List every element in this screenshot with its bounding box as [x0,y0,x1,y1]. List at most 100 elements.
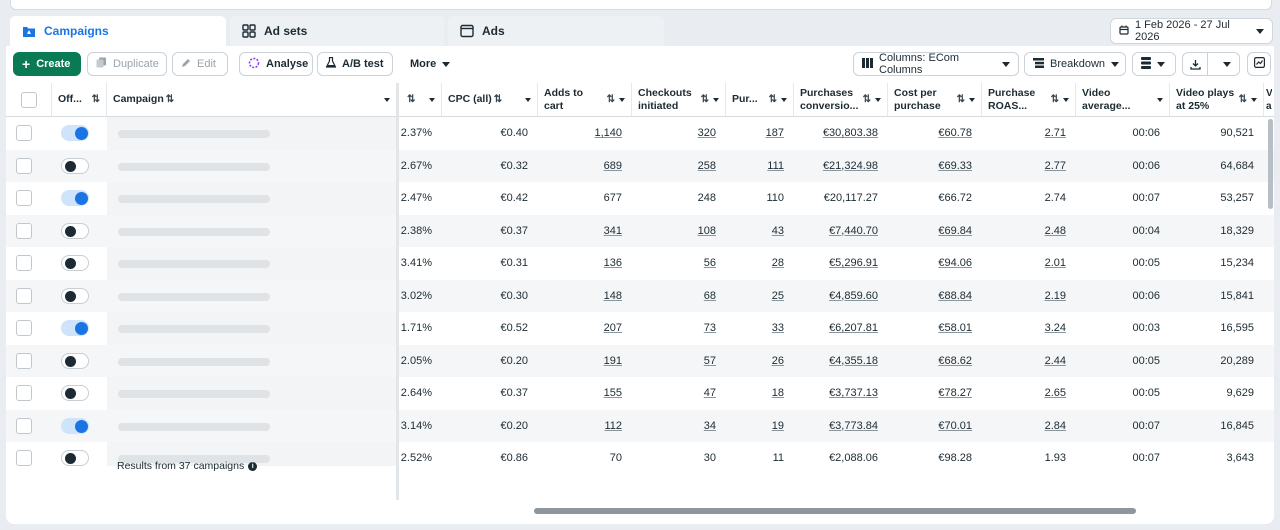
cell-roas[interactable]: 2.01 [982,247,1076,279]
col-header-off[interactable]: Off... ⇅ [52,83,107,117]
breakdown-dropdown[interactable]: Breakdown [1024,52,1126,76]
cell-atc[interactable]: 155 [538,377,632,409]
chevron-down-icon[interactable] [525,97,531,102]
cell-cpp[interactable]: €69.33 [888,150,982,182]
col-header-purchases-conversion-value[interactable]: Purchases conversio... ⇅ [794,83,888,117]
row-checkbox[interactable] [16,320,32,336]
cell-chk[interactable]: 320 [632,117,726,149]
chevron-down-icon[interactable] [429,97,435,102]
cell-roas[interactable]: 3.24 [982,312,1076,344]
sort-icon[interactable]: ⇅ [165,94,175,105]
cell-chk[interactable]: 56 [632,247,726,279]
campaign-name-placeholder[interactable] [118,455,270,463]
col-header-purchase-roas[interactable]: Purchase ROAS... ⇅ [982,83,1076,117]
cell-chk[interactable]: 108 [632,215,726,247]
tab-ads[interactable]: Ads [448,16,664,46]
frozen-column-divider[interactable] [396,83,399,500]
campaign-status-toggle[interactable] [61,450,89,466]
cell-pur[interactable]: 43 [726,215,794,247]
campaign-status-toggle[interactable] [61,157,89,174]
campaign-status-toggle[interactable] [61,417,89,434]
campaign-status-toggle[interactable] [61,255,89,271]
table-row[interactable]: 2.67% €0.32 689 258 111 €21,324.98 €69.33 2.77 0… [6,149,1274,182]
campaign-status-toggle[interactable] [61,222,89,239]
campaign-name-placeholder[interactable] [118,357,270,366]
cell-pur[interactable]: 28 [726,247,794,279]
col-header-cpc[interactable]: CPC (all) ⇅ [442,83,538,117]
row-checkbox[interactable] [16,222,32,239]
chart-view-button[interactable] [1247,52,1271,76]
cell-cpp[interactable]: €94.06 [888,247,982,279]
table-row[interactable]: 2.05% €0.20 191 57 26 €4,355.18 €68.62 2.44 00:0… [6,344,1274,377]
row-checkbox[interactable] [16,385,32,401]
sort-icon[interactable]: ⇅ [407,94,416,105]
cell-cpp[interactable]: €58.01 [888,312,982,344]
sort-icon[interactable]: ⇅ [91,94,100,105]
chevron-down-icon[interactable] [713,97,719,102]
campaign-name-placeholder[interactable] [118,292,270,301]
table-row[interactable]: 3.02% €0.30 148 68 25 €4,859.60 €88.84 2.19 00:0… [6,279,1274,312]
table-row[interactable]: 1.71% €0.52 207 73 33 €6,207.81 €58.01 3.24 00:0… [6,312,1274,345]
vertical-scrollbar[interactable] [1268,119,1273,209]
chevron-down-icon[interactable] [781,97,787,102]
row-checkbox[interactable] [16,450,32,466]
cell-pur[interactable]: 33 [726,312,794,344]
cell-conv[interactable]: €30,803.38 [794,117,888,149]
cell-roas[interactable]: 2.77 [982,150,1076,182]
edit-button[interactable]: Edit [172,52,228,76]
info-icon[interactable]: i [248,461,258,471]
col-header-ctr[interactable]: ⇅ [399,83,442,117]
cell-roas[interactable]: 2.71 [982,117,1076,149]
cell-chk[interactable]: 47 [632,377,726,409]
chevron-down-icon[interactable] [1251,97,1257,102]
cell-cpp[interactable]: €88.84 [888,280,982,312]
cell-cpp[interactable]: €78.27 [888,377,982,409]
cell-conv[interactable]: €5,296.91 [794,247,888,279]
cell-pur[interactable]: 187 [726,117,794,149]
col-header-checkouts[interactable]: Checkouts initiated ⇅ [632,83,726,117]
row-checkbox[interactable] [16,125,32,141]
row-checkbox[interactable] [16,417,32,434]
sort-icon[interactable]: ⇅ [768,94,777,105]
row-checkbox[interactable] [16,352,32,369]
sort-icon[interactable]: ⇅ [493,94,503,105]
sort-icon[interactable]: ⇅ [606,94,615,105]
cell-pur[interactable]: 25 [726,280,794,312]
create-button[interactable]: + Create [13,52,81,76]
col-header-next[interactable]: V a [1264,83,1274,117]
cell-chk[interactable]: 57 [632,345,726,377]
campaign-name-placeholder[interactable] [118,162,270,171]
campaign-name-placeholder[interactable] [118,130,270,138]
reports-dropdown[interactable] [1132,52,1176,76]
analyse-button[interactable]: Analyse [239,52,313,76]
campaign-name-placeholder[interactable] [118,390,270,398]
cell-roas[interactable]: 2.44 [982,345,1076,377]
tab-adsets[interactable]: Ad sets [230,16,444,46]
cell-conv[interactable]: €3,737.13 [794,377,888,409]
date-range-picker[interactable]: 1 Feb 2026 - 27 Jul 2026 [1110,18,1273,44]
sort-icon[interactable]: ⇅ [956,94,965,105]
cell-pur[interactable]: 111 [726,150,794,182]
table-row[interactable]: 2.47% €0.42 677 248 110 €20,117.27 €66.72 2.74 0… [6,182,1274,215]
chevron-down-icon[interactable] [1157,97,1163,102]
cell-atc[interactable]: 207 [538,312,632,344]
cell-cpp[interactable]: €60.78 [888,117,982,149]
table-row[interactable]: 3.41% €0.31 136 56 28 €5,296.91 €94.06 2.01 00:0… [6,247,1274,280]
col-header-adds-to-cart[interactable]: Adds to cart ⇅ [538,83,632,117]
chevron-down-icon[interactable] [384,97,390,102]
cell-atc[interactable]: 148 [538,280,632,312]
cell-atc[interactable]: 136 [538,247,632,279]
ab-test-button[interactable]: A/B test [317,52,393,76]
campaign-status-toggle[interactable] [61,125,89,141]
table-row[interactable]: 3.14% €0.20 112 34 19 €3,773.84 €70.01 2.84 00:0… [6,409,1274,442]
cell-chk[interactable]: 73 [632,312,726,344]
campaign-name-placeholder[interactable] [118,227,270,236]
table-row[interactable]: 2.37% €0.40 1,140 320 187 €30,803.38 €60.78 2.7… [6,117,1274,150]
sort-icon[interactable]: ⇅ [1238,94,1247,105]
chevron-down-icon[interactable] [969,97,975,102]
cell-atc[interactable]: 341 [538,215,632,247]
duplicate-button[interactable]: Duplicate [87,52,167,76]
cell-roas[interactable]: 2.84 [982,410,1076,442]
campaign-status-toggle[interactable] [61,385,89,401]
col-header-purchases[interactable]: Pur... ⇅ [726,83,794,117]
